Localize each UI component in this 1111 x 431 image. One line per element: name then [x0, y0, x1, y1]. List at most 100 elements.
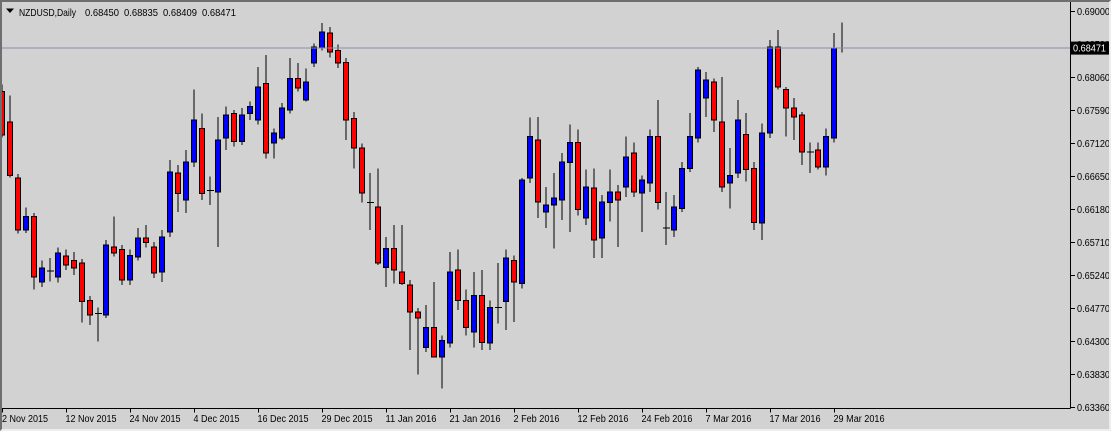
candle [399, 225, 405, 285]
bear-candle-body [359, 147, 365, 194]
bear-candle-body [79, 262, 85, 303]
candle [303, 68, 309, 102]
bear-candle-body [87, 299, 93, 316]
price-scale-drag-area[interactable] [1071, 2, 1109, 408]
candle [623, 136, 629, 198]
candle-doji-dash [807, 151, 814, 153]
candle [479, 270, 485, 351]
candle [567, 124, 573, 233]
candle [55, 247, 61, 283]
candle [231, 110, 237, 147]
x-axis-tick-label: 16 Dec 2015 [258, 414, 309, 425]
candle [575, 129, 581, 216]
bear-candle-body [615, 191, 621, 201]
bull-candle-body [607, 191, 613, 204]
candle [431, 282, 437, 358]
candle [239, 107, 245, 146]
axes-layer [2, 2, 1071, 409]
candle [95, 307, 102, 342]
chart-title-low: 0.68409 [163, 7, 197, 19]
candles-layer [2, 22, 846, 389]
candle [647, 129, 653, 193]
candle [639, 175, 645, 233]
bear-candle-body [263, 82, 269, 154]
bear-candle-body [175, 172, 181, 195]
y-axis-tick-label: 0.65710 [1077, 238, 1109, 249]
bull-candle-body [647, 136, 653, 184]
candle [767, 39, 773, 139]
y-axis-tick-label: 0.66650 [1077, 172, 1109, 183]
bull-candle-body [247, 106, 253, 114]
candle [455, 249, 461, 311]
candle [15, 173, 21, 234]
bull-candle-body [679, 167, 685, 209]
bull-candle-body [559, 161, 565, 201]
candle [87, 296, 93, 325]
candle [31, 213, 37, 290]
bear-candle-body [119, 249, 125, 281]
y-axis-tick-label: 0.63360 [1077, 403, 1109, 414]
candle [775, 30, 781, 90]
candle [751, 162, 757, 231]
bear-candle-body [535, 139, 541, 203]
candle [199, 113, 205, 200]
bull-candle-body [223, 114, 229, 139]
bull-candle-body [759, 132, 765, 224]
bear-candle-body [591, 187, 597, 241]
bear-candle-body [143, 237, 149, 244]
candle [63, 249, 69, 271]
candle [175, 164, 181, 212]
candle [343, 58, 349, 141]
bull-candle-body [487, 306, 493, 344]
candle [375, 168, 381, 266]
candle [663, 192, 670, 245]
time-scale-drag-area[interactable] [2, 409, 1070, 429]
candle [407, 279, 413, 351]
candle [423, 305, 429, 353]
candle [703, 72, 709, 117]
y-axis-tick-label: 0.67120 [1077, 139, 1109, 150]
bear-candle-body [711, 81, 717, 121]
chart-title-open: 0.68450 [85, 7, 119, 19]
bear-candle-body [375, 206, 381, 264]
bear-candle-body [511, 259, 517, 283]
candle [159, 230, 165, 282]
candle [559, 152, 565, 221]
candle [103, 239, 109, 318]
bear-candle-body [63, 255, 69, 266]
bull-candle-body [319, 31, 325, 49]
bull-candle-body [735, 119, 741, 174]
bear-candle-body [775, 46, 781, 88]
candle [503, 249, 509, 330]
candle [167, 159, 173, 238]
candle [263, 55, 269, 159]
bear-candle-body [743, 134, 749, 171]
bull-candle-body [423, 327, 429, 348]
candle [39, 260, 45, 287]
bear-candle-body [799, 114, 805, 153]
candle [583, 169, 589, 226]
bear-candle-body [327, 32, 333, 53]
candle [671, 195, 677, 238]
bear-candle-body [479, 294, 485, 343]
bear-candle-body [391, 247, 397, 271]
candle [447, 251, 453, 348]
candle-doji-dash [663, 227, 670, 229]
candle [519, 178, 525, 289]
symbol-dropdown-icon[interactable] [6, 8, 14, 14]
bull-candle-body [687, 136, 693, 169]
bull-candle-body [503, 257, 509, 303]
candle [383, 237, 389, 287]
bull-candle-body [543, 204, 549, 213]
x-axis-tick-label: 2 Feb 2016 [514, 414, 560, 425]
candle [23, 207, 29, 233]
candle [151, 242, 157, 278]
bear-candle-body [31, 216, 37, 278]
bull-candle-body [551, 197, 557, 206]
bull-candle-body [383, 247, 389, 268]
candle [207, 176, 214, 205]
bull-candle-body [527, 136, 533, 179]
x-axis-tick-label: 17 Mar 2016 [770, 414, 821, 425]
